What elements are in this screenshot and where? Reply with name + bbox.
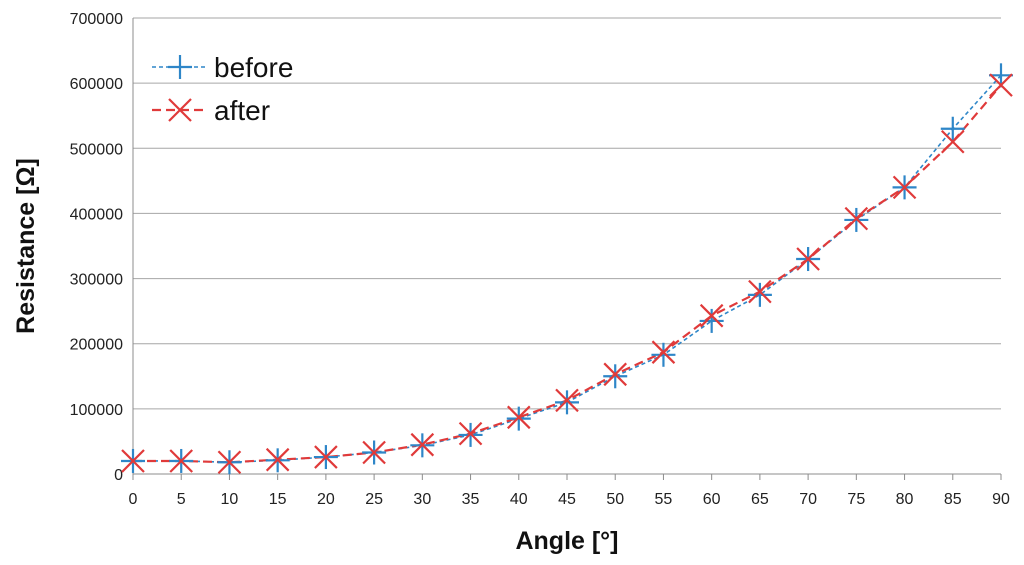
series-group: [121, 63, 1013, 475]
y-tick-label: 0: [114, 467, 123, 484]
x-tick-label: 35: [462, 491, 480, 508]
y-tick-label: 400000: [70, 206, 123, 223]
y-tick-label: 700000: [70, 11, 123, 28]
data-point-after: [169, 449, 194, 473]
x-tick-label: 70: [799, 491, 817, 508]
legend-marker-before: [168, 55, 192, 79]
data-point-after: [699, 303, 724, 328]
x-tick-label: 85: [944, 491, 962, 508]
data-point-after: [940, 129, 965, 154]
data-point-before: [747, 282, 772, 307]
x-tick-label: 60: [703, 491, 721, 508]
data-point-after: [506, 405, 531, 430]
data-point-after: [603, 362, 628, 387]
x-tick-label: 45: [558, 491, 576, 508]
x-tick-label: 5: [177, 491, 186, 508]
y-axis-title: Resistance [Ω]: [12, 158, 40, 334]
data-point-before: [989, 63, 1013, 88]
data-point-after: [796, 247, 820, 271]
x-tick-label: 20: [317, 491, 335, 508]
data-point-before: [555, 390, 579, 415]
y-axis-ticks: 0 100000 200000 300000 400000 500000 600000 700…: [70, 11, 123, 484]
data-point-after: [121, 449, 145, 473]
gridlines: [133, 17, 1001, 410]
data-point-after: [844, 206, 869, 231]
data-point-before: [651, 342, 676, 367]
data-point-after: [314, 445, 338, 469]
x-axis-ticks: 0 5 10 15 20 25 30 35 40 45 50 55 60 65 70 75 80 85 90: [129, 474, 1010, 508]
x-tick-label: 10: [221, 491, 239, 508]
x-tick-label: 0: [129, 491, 138, 508]
legend-label-after: after: [214, 95, 270, 126]
data-point-before: [603, 364, 628, 389]
data-point-after: [989, 73, 1013, 97]
x-tick-label: 50: [606, 491, 624, 508]
legend-marker-after: [168, 98, 192, 122]
data-point-after: [410, 432, 435, 457]
x-tick-label: 80: [896, 491, 914, 508]
y-tick-label: 500000: [70, 141, 123, 158]
data-point-after: [748, 279, 772, 304]
data-point-after: [362, 440, 386, 465]
y-tick-label: 600000: [70, 76, 123, 93]
x-tick-label: 55: [655, 491, 673, 508]
y-tick-label: 300000: [70, 272, 123, 289]
data-point-after: [651, 340, 676, 364]
x-axis-title: Angle [°]: [515, 527, 618, 555]
x-tick-label: 15: [269, 491, 287, 508]
data-point-after: [458, 421, 483, 446]
legend-label-before: before: [214, 52, 293, 83]
legend: before after: [152, 52, 293, 126]
data-point-before: [940, 116, 965, 141]
x-tick-label: 40: [510, 491, 528, 508]
data-point-after: [217, 450, 242, 475]
y-tick-label: 100000: [70, 402, 123, 419]
x-tick-label: 75: [847, 491, 865, 508]
data-point-after: [265, 447, 290, 472]
x-tick-label: 65: [751, 491, 769, 508]
y-tick-label: 200000: [70, 337, 123, 354]
x-tick-label: 90: [992, 491, 1010, 508]
data-point-after: [892, 175, 917, 200]
x-tick-label: 30: [413, 491, 431, 508]
data-point-before: [699, 308, 724, 333]
x-tick-label: 25: [365, 491, 383, 508]
data-point-after: [555, 388, 579, 413]
